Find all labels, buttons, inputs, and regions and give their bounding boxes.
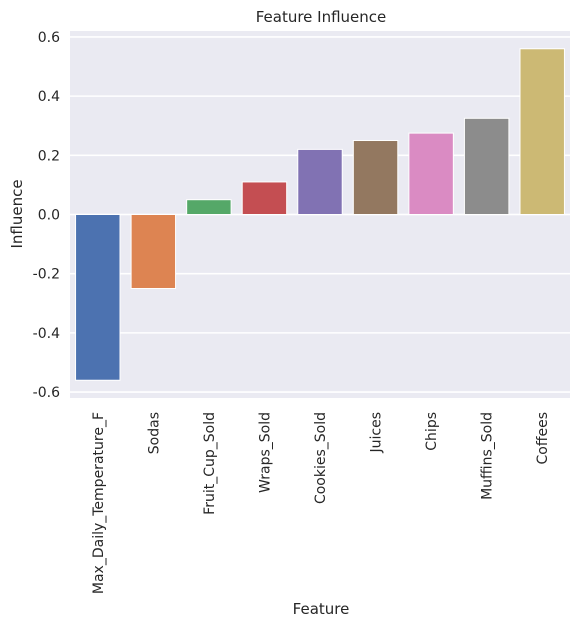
bar	[352, 140, 399, 216]
y-tick-label: -0.6	[33, 385, 60, 401]
bar	[519, 48, 565, 215]
bar	[186, 199, 232, 216]
bar	[463, 117, 510, 215]
bar	[408, 132, 454, 215]
y-tick-label: 0.2	[38, 148, 60, 164]
x-tick-labels: Max_Daily_Temperature_F Sodas Fruit_Cup_So…	[91, 412, 551, 594]
x-tick-label: Chips	[424, 412, 440, 451]
y-axis-label: Influence	[8, 179, 26, 248]
y-tick-label: 0.6	[38, 30, 60, 46]
x-tick-label: Sodas	[146, 412, 162, 454]
x-axis-label: Feature	[293, 600, 350, 618]
x-tick-label: Muffins_Sold	[480, 412, 496, 500]
bars	[75, 48, 565, 381]
x-tick-label: Cookies_Sold	[313, 412, 329, 504]
chart-title: Feature Influence	[256, 8, 387, 26]
x-tick-label: Coffees	[535, 412, 551, 465]
x-tick-label: Fruit_Cup_Sold	[202, 412, 218, 515]
y-tick-label: -0.2	[33, 267, 60, 283]
bar	[75, 214, 121, 381]
y-tick-label: 0.4	[38, 89, 60, 105]
x-tick-label: Juices	[369, 412, 385, 454]
y-tick-labels: -0.6 -0.4 -0.2 0.0 0.2 0.4 0.6	[33, 30, 60, 401]
x-tick-label: Max_Daily_Temperature_F	[91, 412, 107, 594]
y-tick-label: 0.0	[38, 208, 60, 224]
bar	[297, 148, 343, 215]
bar	[130, 214, 177, 289]
x-tick-label: Wraps_Sold	[257, 412, 273, 493]
y-tick-label: -0.4	[33, 326, 60, 342]
bar	[241, 181, 288, 215]
